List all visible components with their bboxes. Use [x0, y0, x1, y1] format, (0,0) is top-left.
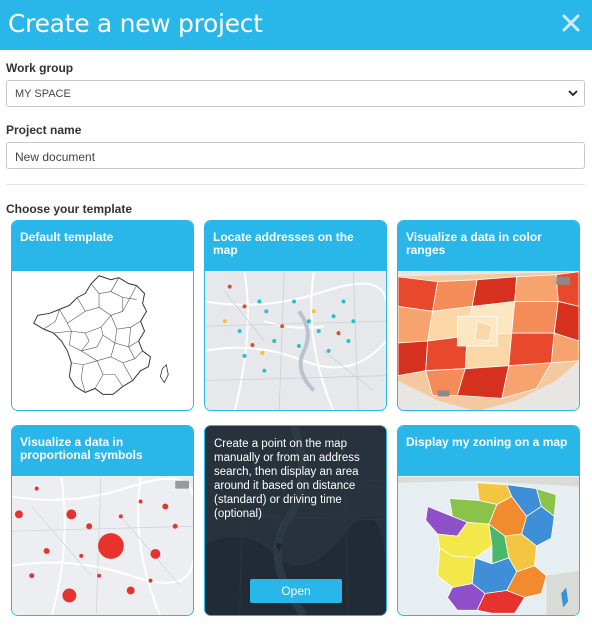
project-name-input[interactable]: New document: [6, 142, 585, 169]
close-icon[interactable]: [560, 12, 582, 34]
template-card-caption: Visualize a data in color ranges: [398, 221, 579, 271]
template-card-color-ranges[interactable]: Visualize a data in color ranges: [397, 220, 580, 411]
map-pin-icon: [276, 543, 282, 551]
chevron-down-icon: [568, 90, 578, 97]
template-card-caption: Visualize a data in proportional symbols: [12, 426, 193, 476]
template-card-point-area[interactable]: Create a point on the map manually or fr…: [204, 425, 387, 616]
template-card-caption: Display my zoning on a map: [398, 426, 579, 476]
proportional-symbols-map: [12, 476, 193, 615]
work-group-label: Work group: [6, 61, 74, 75]
project-name-value: New document: [15, 150, 96, 164]
template-section-label: Choose your template: [6, 202, 133, 216]
template-card-description: Create a point on the map manually or fr…: [214, 438, 360, 520]
open-button[interactable]: Open: [250, 579, 342, 603]
work-group-value: MY SPACE: [15, 88, 71, 100]
divider: [6, 184, 585, 185]
france-departments-map: [12, 271, 193, 410]
choropleth-map: [398, 271, 579, 410]
dialog-header: Create a new project: [0, 0, 592, 50]
template-card-default[interactable]: Default template: [11, 220, 194, 411]
template-card-locate-addresses[interactable]: Locate addresses on the map: [204, 220, 387, 411]
address-points-map: [205, 271, 386, 410]
template-card-zoning[interactable]: Display my zoning on a map: [397, 425, 580, 616]
dialog-title: Create a new project: [8, 9, 263, 38]
template-card-caption: Default template: [12, 221, 193, 271]
work-group-select[interactable]: MY SPACE: [6, 80, 585, 107]
template-card-proportional-symbols[interactable]: Visualize a data in proportional symbols: [11, 425, 194, 616]
project-name-label: Project name: [6, 123, 82, 137]
template-card-caption: Locate addresses on the map: [205, 221, 386, 271]
zoning-map: [398, 476, 579, 615]
